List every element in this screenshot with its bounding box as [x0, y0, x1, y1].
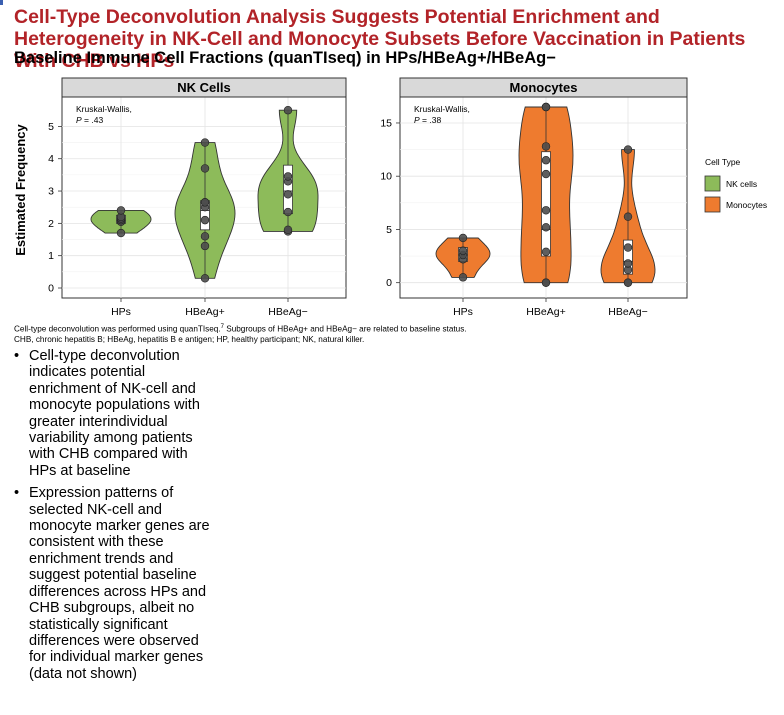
kruskal-wallis-label: Kruskal-Wallis, — [414, 104, 470, 114]
bullet-item: • Cell-type deconvolution indicates poten… — [14, 348, 214, 479]
data-point — [541, 142, 551, 151]
chart-footnote: Cell-type deconvolution was performed us… — [14, 322, 714, 345]
box — [623, 239, 633, 275]
panel-title: NK Cells — [177, 80, 230, 95]
page-corner-mark — [0, 0, 3, 5]
data-point — [458, 246, 468, 255]
x-tick-label: HBeAg+ — [185, 306, 224, 318]
data-point — [623, 212, 633, 221]
p-value-label: P = .43 — [76, 115, 103, 125]
data-point — [283, 225, 293, 235]
data-point — [200, 274, 210, 283]
y-tick-label: 0 — [386, 277, 392, 289]
data-point — [200, 232, 210, 241]
data-point — [116, 206, 126, 215]
x-tick-label: HBeAg− — [608, 306, 647, 318]
data-point — [200, 164, 210, 173]
data-point — [116, 228, 126, 238]
data-point — [541, 223, 551, 232]
data-point — [283, 190, 293, 199]
data-point — [458, 273, 468, 282]
panel-title: Monocytes — [510, 80, 578, 95]
data-point — [541, 102, 551, 112]
footnote-line-2: CHB, chronic hepatitis B; HBeAg, hepatit… — [14, 334, 365, 344]
panel-strip — [399, 77, 688, 98]
footnote-text: Subgroups of HBeAg+ and HBeAg− are relat… — [223, 324, 467, 334]
footnote-text: Cell-type deconvolution was performed us… — [14, 324, 221, 334]
y-axis-label: Estimated Frequency — [13, 123, 28, 255]
y-tick-label: 5 — [48, 121, 54, 133]
data-point — [623, 278, 633, 287]
panel-nk-cells: NK Cells 0 1 2 3 4 5 HPs HBeAg+ HBeAg− Kruskal-Wal… — [48, 77, 347, 318]
y-tick-label: 1 — [48, 250, 54, 262]
data-point — [200, 138, 210, 147]
legend-label-monocytes: Monocytes — [726, 200, 767, 210]
x-tick-label: HBeAg− — [268, 306, 307, 318]
bullet-text: Expression patterns of selected NK-cell … — [29, 485, 210, 682]
y-tick-label: 10 — [380, 171, 392, 183]
x-tick-label: HPs — [111, 306, 131, 318]
data-point — [623, 243, 633, 252]
data-point — [541, 278, 551, 287]
data-point — [541, 247, 551, 257]
data-point — [541, 169, 551, 179]
footnote-reference: 7 — [220, 324, 224, 330]
violin-chart: Estimated Frequency NK Cells 0 1 2 3 4 5 HPs HBe… — [13, 77, 767, 318]
data-point — [200, 198, 210, 207]
data-point — [541, 156, 551, 165]
y-tick-label: 15 — [380, 117, 392, 129]
panel-monocytes: Monocytes 0 5 10 15 HPs HBeAg+ HBeAg− Kruskal-Wa… — [380, 77, 688, 318]
data-point — [200, 241, 210, 251]
y-tick-label: 0 — [48, 283, 54, 295]
x-tick-label: HPs — [453, 306, 473, 318]
legend-swatch-monocytes — [704, 196, 721, 213]
chart-legend: Cell Type NK cells Monocytes — [704, 157, 767, 213]
box — [541, 151, 551, 257]
legend-label-nk-cells: NK cells — [726, 179, 757, 189]
footnote-line-1: Cell-type deconvolution was performed us… — [14, 322, 714, 335]
panel-strip — [61, 77, 347, 98]
data-point — [283, 106, 293, 115]
legend-title: Cell Type — [705, 157, 741, 167]
data-point — [458, 233, 468, 243]
y-tick-label: 2 — [48, 218, 54, 230]
y-tick-label: 5 — [386, 224, 392, 236]
y-tick-label: 3 — [48, 186, 54, 198]
data-point — [541, 206, 551, 215]
bullet-text: Cell-type deconvolution indicates potent… — [29, 348, 200, 479]
x-tick-label: HBeAg+ — [526, 306, 565, 318]
page-title: Cell-Type Deconvolution Analysis Suggest… — [14, 6, 746, 72]
data-point — [623, 145, 633, 154]
bullet-symbol: • — [14, 348, 20, 364]
data-point — [283, 207, 293, 217]
bullet-symbol: • — [14, 485, 20, 502]
chart-subtitle: Baseline Immune Cell Fractions (quanTIse… — [14, 49, 556, 67]
legend-swatch-nk-cells — [704, 175, 721, 192]
bullet-list: • Cell-type deconvolution indicates poten… — [14, 348, 214, 688]
kruskal-wallis-label: Kruskal-Wallis, — [76, 104, 132, 114]
data-point — [200, 215, 210, 225]
p-value-label: P = .38 — [414, 115, 441, 125]
y-tick-label: 4 — [48, 153, 54, 165]
bullet-item: • Expression patterns of selected NK-cell… — [14, 485, 214, 682]
data-point — [623, 259, 633, 268]
data-point — [283, 172, 293, 181]
